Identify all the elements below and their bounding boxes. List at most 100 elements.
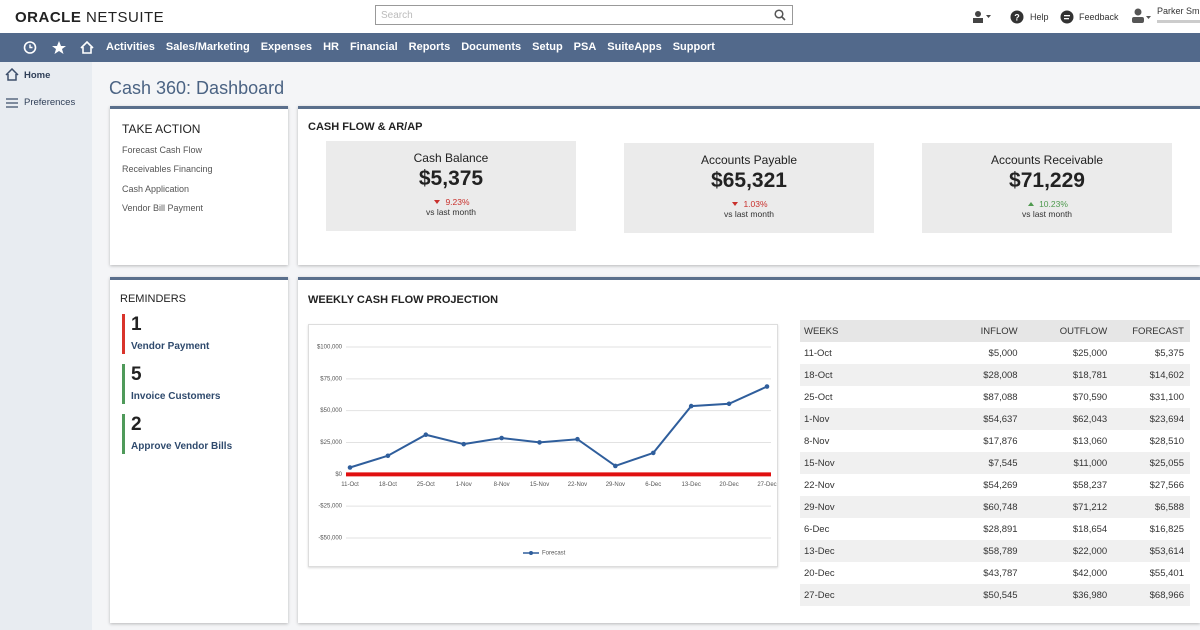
page-title: Cash 360: Dashboard: [109, 78, 285, 98]
table-cell: $17,876: [983, 435, 1018, 447]
roles-icon[interactable]: [972, 10, 992, 24]
table-cell: 22-Nov: [804, 479, 835, 491]
table-cell: $25,055: [1149, 457, 1184, 469]
table-cell: $58,237: [1072, 479, 1108, 491]
table-row: 1-Nov $54,637 $62,043 $23,694: [800, 408, 1190, 430]
take-action-panel: TAKE ACTION Forecast Cash Flow Receivable…: [110, 106, 288, 265]
reminder-bar: [122, 364, 125, 404]
y-tick-label: -$50,000: [318, 536, 342, 542]
trend-arrow: [434, 200, 441, 204]
table-cell: $31,100: [1149, 391, 1184, 403]
table-cell: 20-Dec: [804, 567, 835, 579]
nav-item[interactable]: Sales/Marketing: [165, 41, 250, 53]
table-cell: $18,781: [1072, 369, 1108, 381]
nav-item[interactable]: Financial: [349, 41, 398, 53]
table-row: 22-Nov $54,269 $58,237 $27,566: [800, 474, 1190, 496]
action-link[interactable]: Forecast Cash Flow: [122, 145, 203, 155]
kpi-value: $5,375: [418, 167, 484, 190]
reminder-count: 2: [131, 414, 142, 435]
kpi-card: Accounts Receivable $71,229 10.23% vs last …: [922, 143, 1172, 233]
nav-menu: Activities Sales/Marketing Expenses HR Finan…: [106, 41, 715, 53]
help-icon[interactable]: ?: [1010, 10, 1024, 24]
kpi-value: $65,321: [711, 169, 787, 192]
x-tick-label: 27-Dec: [757, 482, 776, 488]
table-cell: 11-Oct: [804, 347, 832, 359]
feedback-icon[interactable]: [1060, 10, 1074, 24]
reminder-label[interactable]: Approve Vendor Bills: [131, 441, 233, 452]
x-tick-label: 18-Oct: [379, 482, 397, 488]
table-cell: $68,966: [1149, 589, 1184, 601]
nav-item[interactable]: HR: [323, 41, 339, 53]
kpi-label: Accounts Payable: [700, 153, 798, 167]
x-tick-label: 20-Dec: [719, 482, 738, 488]
x-tick-label: 25-Oct: [417, 482, 435, 488]
nav-item[interactable]: Expenses: [260, 41, 313, 53]
data-point: [726, 401, 732, 407]
data-point: [688, 403, 694, 409]
nav-item[interactable]: Reports: [408, 41, 451, 53]
reminder-bar: [122, 414, 125, 454]
table-cell: 6-Dec: [804, 523, 830, 535]
data-point: [650, 450, 656, 456]
kpi-note: vs last month: [1021, 209, 1073, 219]
table-cell: $43,787: [983, 567, 1018, 579]
user-name[interactable]: Parker Sm: [1157, 6, 1200, 16]
logo: ORACLE NETSUITE: [15, 9, 164, 26]
reminder-label[interactable]: Vendor Payment: [131, 341, 210, 352]
table-cell: $87,088: [983, 391, 1018, 403]
y-tick-label: $50,000: [320, 408, 342, 414]
data-point: [537, 440, 542, 445]
table-cell: $13,060: [1072, 435, 1108, 447]
table-row: 20-Dec $43,787 $42,000 $55,401: [800, 562, 1190, 584]
kpi-label: Cash Balance: [413, 151, 489, 165]
action-link[interactable]: Vendor Bill Payment: [122, 202, 204, 213]
nav-item[interactable]: Support: [672, 41, 715, 53]
projection-panel: WEEKLY CASH FLOW PROJECTION -$50,000 -$25…: [298, 277, 1200, 623]
sidebar-item[interactable]: Preferences: [24, 97, 76, 108]
sidebar: Home Preferences: [0, 62, 92, 630]
logo-product: NETSUITE: [86, 9, 165, 26]
table-cell: $36,980: [1072, 589, 1108, 601]
table-cell: 18-Oct: [804, 369, 833, 381]
legend-swatch-dot: [529, 551, 533, 555]
user-icon[interactable]: [1130, 8, 1152, 24]
data-line: [349, 385, 768, 469]
reminder-label[interactable]: Invoice Customers: [131, 391, 221, 402]
table-row: 8-Nov $17,876 $13,060 $28,510: [800, 430, 1190, 452]
panel-title: REMINDERS: [120, 293, 187, 305]
data-point: [347, 465, 353, 470]
data-point: [385, 453, 391, 459]
action-link[interactable]: Receivables Financing: [122, 164, 213, 175]
data-point: [499, 435, 504, 441]
action-link[interactable]: Cash Application: [122, 183, 190, 194]
kpi-value: $71,229: [1009, 169, 1085, 192]
data-point: [613, 463, 618, 469]
table-row: 15-Nov $7,545 $11,000 $25,055: [800, 452, 1190, 474]
feedback-link[interactable]: Feedback: [1079, 12, 1119, 22]
table-cell: WEEKS: [804, 325, 839, 337]
header: ORACLE NETSUITE Search ? Help Feedback P…: [0, 0, 1200, 33]
help-link[interactable]: Help: [1030, 12, 1049, 22]
table-row: 27-Dec $50,545 $36,980 $68,966: [800, 584, 1190, 606]
nav-item[interactable]: Documents: [461, 41, 522, 53]
search-box[interactable]: Search: [375, 5, 793, 25]
x-tick-label: 13-Dec: [682, 482, 701, 488]
kpi-change: 10.23%: [922, 199, 1172, 209]
legend-label: Forecast: [542, 551, 566, 557]
table-cell: $70,590: [1072, 391, 1108, 403]
sidebar-item[interactable]: Home: [24, 70, 51, 81]
table-cell: $54,637: [983, 413, 1018, 425]
action-links: Forecast Cash Flow Receivables Financing C…: [122, 145, 213, 222]
table-cell: $27,566: [1149, 479, 1184, 491]
table-cell: 8-Nov: [804, 435, 830, 447]
user-company: [1157, 20, 1200, 23]
nav-item[interactable]: PSA: [573, 41, 597, 53]
table-cell: $28,008: [983, 369, 1018, 381]
data-point: [764, 384, 770, 389]
nav-item[interactable]: SuiteApps: [607, 41, 662, 53]
table-row: 25-Oct $87,088 $70,590 $31,100: [800, 386, 1190, 408]
table-cell: $18,654: [1072, 523, 1108, 535]
nav-item[interactable]: Setup: [532, 41, 563, 53]
nav-item[interactable]: Activities: [106, 41, 155, 53]
